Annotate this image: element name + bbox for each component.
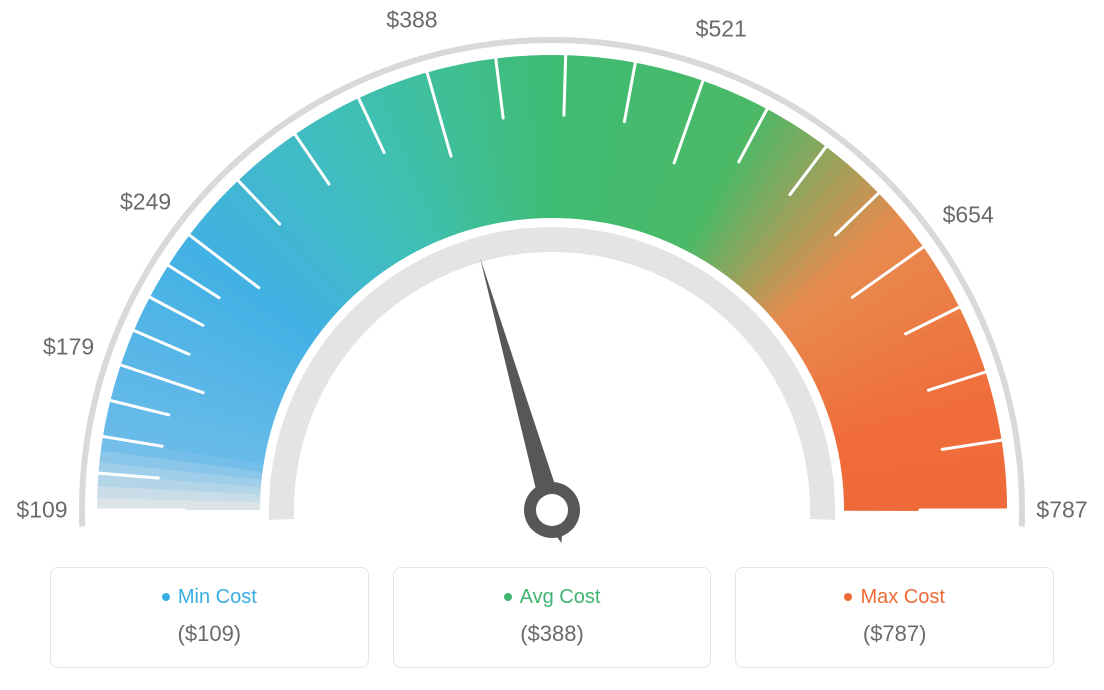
cost-card-title: Avg Cost: [414, 586, 691, 609]
cost-card-title: Max Cost: [756, 586, 1033, 609]
legend-dot-icon: [504, 593, 512, 601]
cost-card-title: Min Cost: [71, 586, 348, 609]
gauge-area: $109 $179 $249 $388 $521 $654 $787: [0, 0, 1104, 560]
cost-gauge-container: $109 $179 $249 $388 $521 $654 $787 Min Cost ($1…: [0, 0, 1104, 690]
gauge-tick-label: $249: [120, 188, 171, 215]
cost-card: Avg Cost ($388): [393, 567, 712, 668]
gauge-tick-label: $654: [943, 202, 994, 229]
cost-card-label: Max Cost: [860, 586, 944, 608]
legend-dot-icon: [162, 593, 170, 601]
gauge-tick-label: $109: [16, 497, 67, 524]
cost-card: Max Cost ($787): [735, 567, 1054, 668]
cost-card-label: Avg Cost: [520, 586, 601, 608]
cost-card-value: ($109): [71, 621, 348, 647]
cost-card-value: ($388): [414, 621, 691, 647]
gauge-tick-label: $388: [386, 6, 437, 33]
cost-card-value: ($787): [756, 621, 1033, 647]
gauge-needle: [480, 258, 580, 543]
legend-dot-icon: [844, 593, 852, 601]
cost-summary-cards: Min Cost ($109) Avg Cost ($388) Max Cost ($78…: [50, 567, 1054, 668]
gauge-tick-label: $179: [43, 334, 94, 361]
gauge-chart: [0, 0, 1104, 560]
gauge-tick-label: $787: [1036, 497, 1087, 524]
cost-card: Min Cost ($109): [50, 567, 369, 668]
cost-card-label: Min Cost: [178, 586, 257, 608]
gauge-tick-label: $521: [696, 15, 747, 42]
